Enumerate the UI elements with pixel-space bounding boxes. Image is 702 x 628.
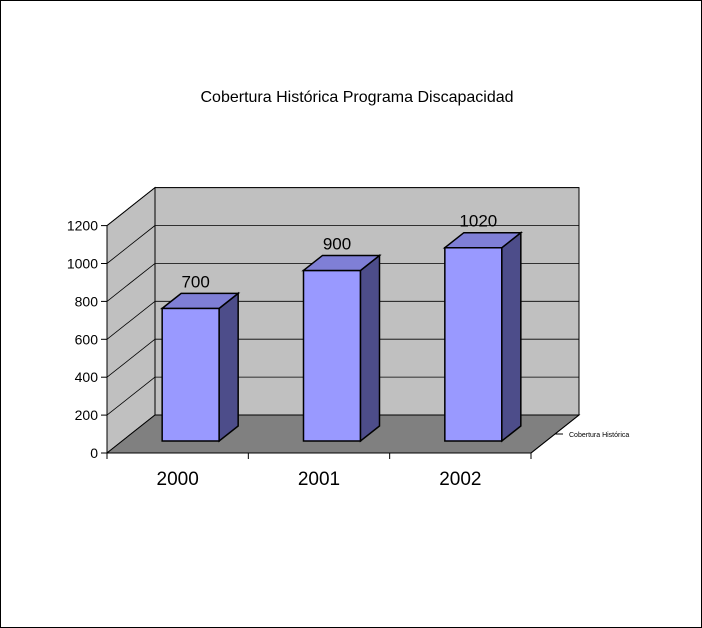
bar-top bbox=[442, 231, 523, 249]
y-tick-label: 1000 bbox=[67, 256, 98, 272]
series-axis-label: Cobertura Histórica bbox=[569, 432, 629, 439]
bar-side bbox=[501, 231, 522, 443]
gridline-side bbox=[106, 338, 156, 378]
gridline-side bbox=[106, 300, 156, 340]
y-tick-label: 200 bbox=[75, 407, 99, 423]
gridline-side bbox=[106, 225, 156, 264]
chart-title: Cobertura Histórica Programa Discapacida… bbox=[200, 89, 513, 106]
x-tick-label: 2001 bbox=[298, 469, 340, 490]
bar-front bbox=[444, 246, 503, 442]
y-tick-label: 600 bbox=[75, 331, 99, 347]
data-label: 700 bbox=[181, 272, 209, 291]
series-axis: Cobertura Histórica bbox=[555, 432, 629, 439]
x-tick-label: 2002 bbox=[439, 469, 481, 490]
y-tick-label: 400 bbox=[75, 369, 99, 385]
y-tick-label: 1200 bbox=[67, 218, 98, 234]
x-tick-label: 2000 bbox=[157, 469, 199, 490]
bar-top bbox=[301, 254, 382, 272]
data-labels: 700 900 1020 bbox=[181, 212, 497, 292]
bar-top bbox=[160, 292, 241, 310]
bar-front bbox=[161, 307, 220, 442]
bar-front bbox=[302, 269, 362, 442]
bar-side bbox=[359, 253, 381, 443]
data-label: 900 bbox=[323, 234, 351, 253]
y-tick-label: 0 bbox=[90, 445, 98, 461]
y-tick-label: 800 bbox=[75, 293, 99, 309]
gridline-side bbox=[106, 263, 156, 302]
data-label: 1020 bbox=[459, 212, 497, 231]
bar-side bbox=[218, 291, 239, 443]
x-axis-ticks: 2000 2001 2002 bbox=[106, 453, 532, 490]
gridline-side bbox=[106, 187, 156, 226]
gridline-side bbox=[106, 376, 156, 416]
bars bbox=[160, 231, 523, 443]
y-axis-ticks: 0 200 400 600 800 1000 1200 bbox=[67, 218, 107, 461]
